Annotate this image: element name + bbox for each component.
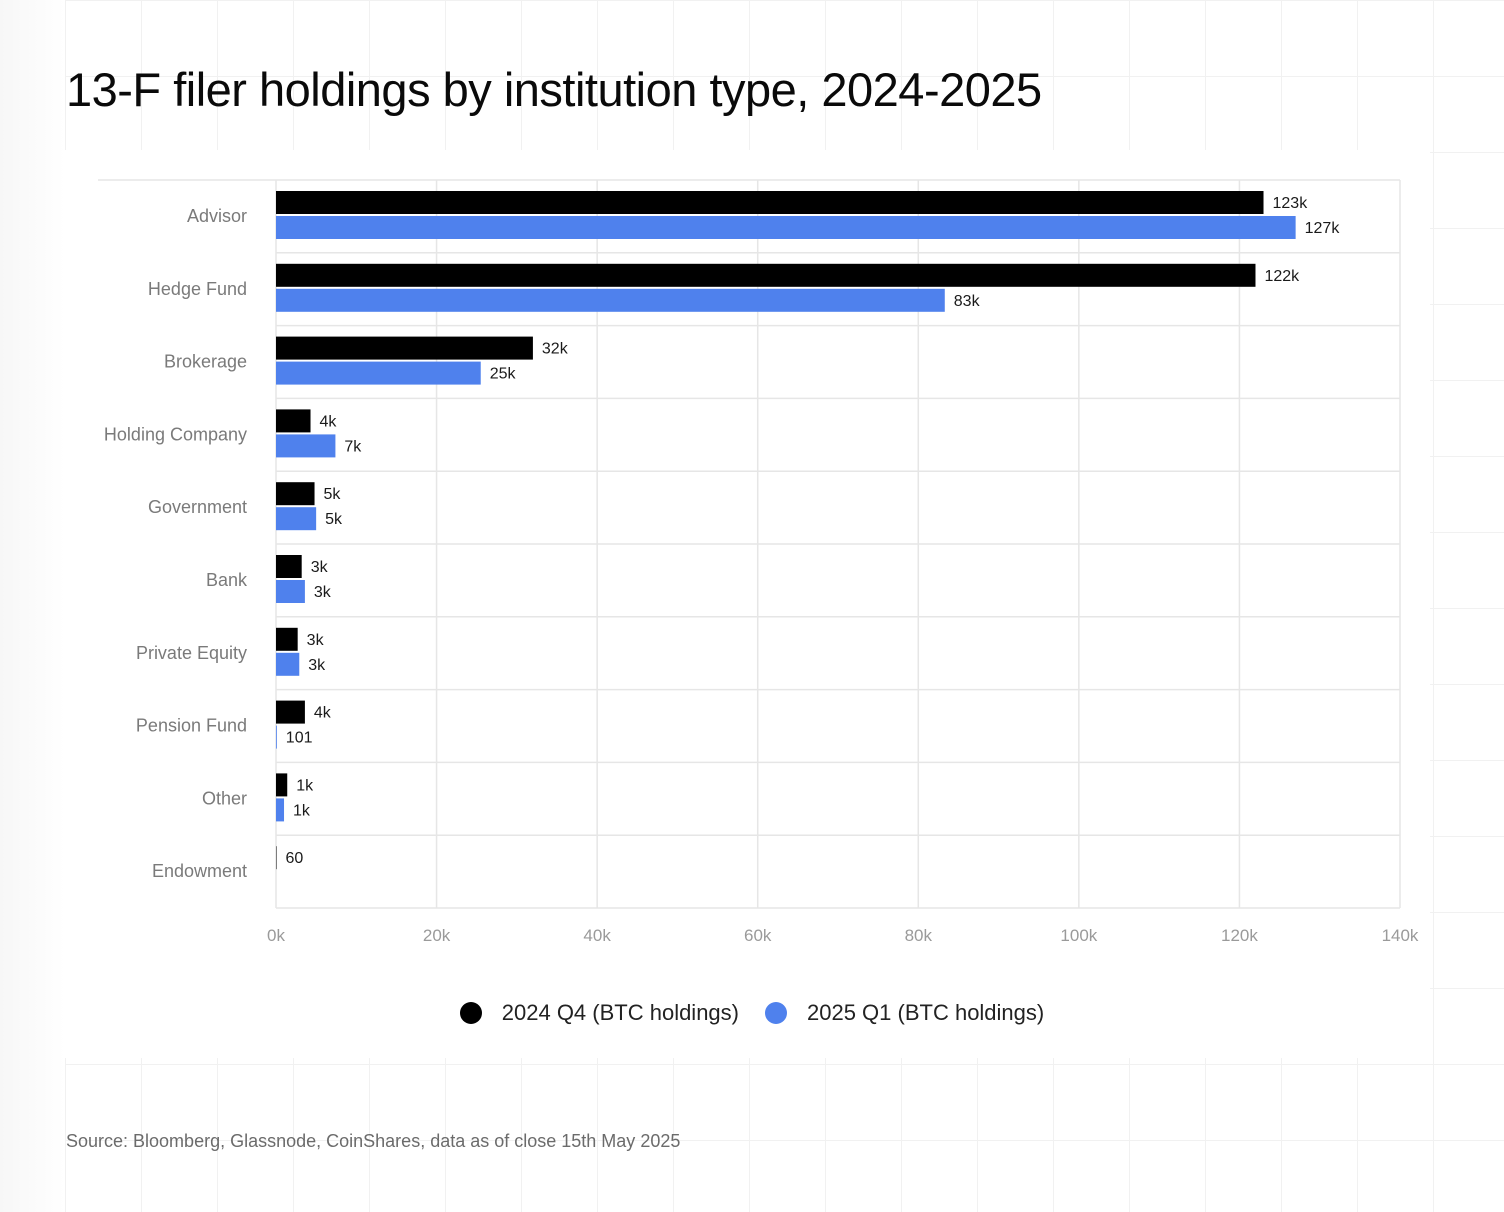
data-label: 3k — [307, 632, 325, 649]
legend-swatch-2024 — [459, 1002, 482, 1024]
data-label: 5k — [325, 511, 343, 528]
x-tick-label: 120k — [1221, 926, 1258, 945]
bar-2024-q4 — [276, 409, 311, 433]
bar-2025-q1 — [276, 361, 481, 385]
bar-2025-q1 — [276, 507, 317, 531]
bar-2024-q4 — [276, 700, 305, 724]
category-label: Bank — [206, 570, 248, 590]
bar-2024-q4 — [276, 627, 298, 651]
data-label: 3k — [308, 657, 326, 674]
bar-2025-q1 — [276, 434, 336, 458]
bar-2024-q4 — [276, 263, 1256, 287]
bar-2024-q4 — [276, 191, 1264, 214]
bar-2025-q1 — [276, 580, 305, 603]
x-tick-label: 40k — [583, 926, 611, 945]
bar-2024-q4 — [276, 555, 302, 578]
chart-title: 13-F filer holdings by institution type,… — [66, 63, 1042, 116]
x-tick-label: 140k — [1382, 926, 1419, 945]
data-label: 3k — [314, 584, 332, 601]
x-tick-label: 80k — [905, 926, 933, 945]
data-label: 101 — [286, 730, 313, 747]
category-label: Other — [202, 788, 247, 808]
data-label: 83k — [954, 293, 981, 310]
labels: 0k 20k 40k 60k 80k 100k 120k 140k Advisor 123k 127… — [104, 195, 1419, 945]
data-label: 7k — [344, 438, 362, 455]
legend-item-2025[interactable]: 2025 Q1 (BTC holdings) — [765, 1000, 1044, 1026]
legend-swatch-2025 — [765, 1002, 787, 1024]
x-tick-label: 0k — [267, 926, 285, 945]
data-label: 3k — [311, 559, 329, 576]
data-label: 122k — [1264, 268, 1300, 285]
x-tick-label: 60k — [744, 926, 772, 945]
bar-2025-q1 — [276, 216, 1296, 239]
bar-chart: 0k 20k 40k 60k 80k 100k 120k 140k Advisor 123k 127… — [98, 179, 1419, 945]
x-tick-label: 100k — [1060, 926, 1097, 945]
category-label: Private Equity — [136, 643, 247, 663]
source-note: Source: Bloomberg, Glassnode, CoinShares… — [66, 1131, 681, 1151]
data-label: 60 — [285, 850, 303, 867]
data-label: 4k — [320, 413, 338, 430]
x-tick-label: 20k — [423, 926, 451, 945]
legend: 2024 Q4 (BTC holdings) 2025 Q1 (BTC hold… — [0, 1000, 1504, 1026]
legend-label-2025: 2025 Q1 (BTC holdings) — [807, 1000, 1045, 1025]
data-label: 4k — [314, 705, 332, 722]
data-label: 127k — [1305, 220, 1341, 237]
bar-2025-q1 — [276, 652, 300, 676]
data-label: 32k — [542, 341, 569, 358]
data-label: 25k — [490, 366, 517, 383]
data-label: 1k — [296, 777, 314, 794]
bar-2025-q1 — [276, 288, 945, 312]
legend-item-2024[interactable]: 2024 Q4 (BTC holdings) — [459, 1000, 739, 1026]
data-label: 123k — [1273, 195, 1309, 212]
category-label: Government — [148, 497, 247, 517]
category-label: Pension Fund — [136, 716, 247, 736]
background-fade — [0, 0, 65, 1212]
data-label: 1k — [293, 802, 311, 819]
bar-2024-q4 — [276, 773, 288, 797]
bar-2025-q1 — [276, 725, 277, 749]
data-label: 5k — [324, 486, 342, 503]
category-label: Endowment — [152, 861, 247, 881]
bar-2024-q4 — [276, 482, 315, 506]
legend-label-2024: 2024 Q4 (BTC holdings) — [501, 1000, 739, 1025]
bars — [276, 191, 1296, 870]
bar-2024-q4 — [276, 336, 533, 360]
category-label: Holding Company — [104, 424, 247, 444]
grid-lines — [98, 179, 1401, 909]
category-label: Brokerage — [164, 352, 247, 372]
bar-2025-q1 — [276, 798, 285, 822]
category-label: Hedge Fund — [148, 279, 247, 299]
category-label: Advisor — [187, 206, 247, 226]
